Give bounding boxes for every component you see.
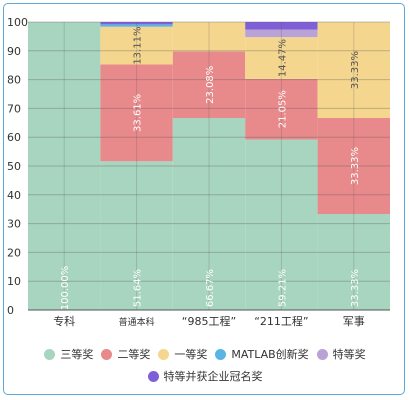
data-label: 14.47%	[277, 39, 288, 77]
legend-swatch	[158, 348, 170, 360]
data-label: 23.08%	[205, 66, 216, 104]
y-tick-label: 50	[7, 160, 21, 173]
bar-segment	[100, 22, 173, 25]
legend-item[interactable]: 一等奖	[158, 346, 207, 362]
bar-segment	[28, 22, 101, 310]
bar-segment	[245, 78, 318, 140]
bar-segment	[172, 51, 246, 118]
legend-label: 特等奖	[332, 348, 366, 361]
data-label: 21.05%	[277, 90, 288, 128]
legend-label: MATLAB创新奖	[231, 348, 309, 361]
y-tick-label: 0	[7, 304, 14, 317]
bar-segment	[100, 26, 173, 65]
bar-segment	[245, 139, 318, 310]
bar-segment	[172, 22, 246, 52]
y-tick-label: 10	[7, 275, 21, 288]
legend-item[interactable]: 二等奖	[101, 346, 150, 362]
bar-segment	[317, 118, 390, 215]
legend-item[interactable]: 特等奖	[316, 346, 366, 362]
data-label: 51.64%	[133, 269, 144, 307]
bar-segment	[100, 64, 173, 162]
legend-label: 一等奖	[174, 348, 208, 361]
x-tick-label: 军事	[343, 315, 365, 328]
legend-swatch	[215, 348, 227, 360]
legend: 三等奖 二等奖 一等奖 MATLAB创新奖 特等奖 特等并获企业冠名奖	[0, 343, 410, 387]
y-tick-label: 30	[7, 218, 21, 231]
legend-label: 三等奖	[60, 348, 94, 361]
data-label: 100.00%	[60, 266, 71, 311]
bar-segment	[317, 22, 390, 119]
data-label: 33.33%	[350, 269, 361, 307]
legend-swatch	[101, 348, 113, 360]
legend-swatch	[316, 348, 328, 360]
bar-segment	[100, 161, 173, 310]
data-label: 33.33%	[350, 51, 361, 89]
legend-item[interactable]: 特等并获企业冠名奖	[147, 368, 263, 384]
y-tick-label: 20	[7, 246, 21, 259]
data-label: 59.21%	[277, 269, 288, 307]
y-tick-label: 80	[7, 74, 21, 87]
y-tick-label: 90	[7, 45, 21, 58]
bar-segment	[245, 22, 318, 30]
legend-swatch	[147, 370, 159, 382]
x-tick-label: “211工程”	[254, 315, 308, 328]
legend-row: 特等并获企业冠名奖	[0, 365, 410, 387]
y-tick-label: 70	[7, 102, 21, 115]
x-tick-label: 普通本科	[119, 316, 155, 328]
y-tick-label: 100	[7, 16, 28, 29]
bar-segment	[317, 214, 390, 310]
y-tick-label: 40	[7, 189, 21, 202]
data-label: 33.33%	[350, 147, 361, 185]
legend-label: 二等奖	[117, 348, 151, 361]
stacked-bar-chart: 0 10 20 30 40 50 60 70 80 90 100 专科 普通本科 “985工程” “211工…	[7, 16, 390, 328]
legend-row: 三等奖 二等奖 一等奖 MATLAB创新奖 特等奖	[0, 343, 410, 365]
legend-item[interactable]: 三等奖	[44, 346, 93, 362]
bar-segment	[245, 37, 318, 79]
data-label: 13.11%	[133, 27, 144, 65]
legend-label: 特等并获企业冠名奖	[163, 370, 263, 383]
x-tick-label: 专科	[53, 314, 75, 328]
legend-swatch	[44, 348, 56, 360]
bar-segment	[100, 24, 173, 27]
data-label: 66.67%	[205, 269, 216, 307]
bar-segment	[245, 29, 318, 38]
legend-item[interactable]: MATLAB创新奖	[215, 346, 309, 362]
bar-segment	[172, 117, 246, 310]
x-tick-label: “985工程”	[182, 315, 236, 328]
y-tick-label: 60	[7, 131, 21, 144]
data-label: 33.61%	[133, 94, 144, 132]
